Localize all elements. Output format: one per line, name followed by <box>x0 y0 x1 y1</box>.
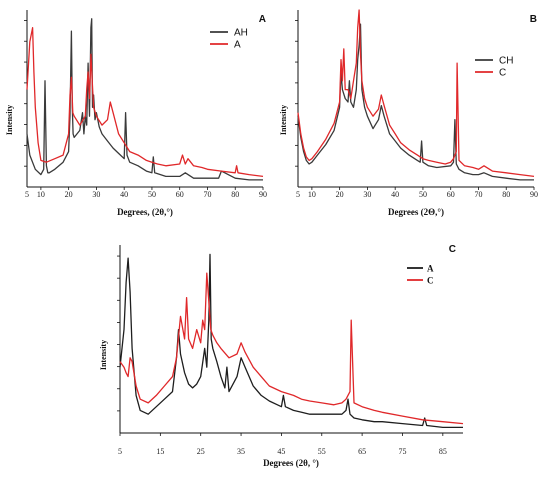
series-line-ch <box>297 23 534 181</box>
panel-b: 10 20 30 40 50 60 70 80 90 5 CHC B Degrees (2Θ,°) Int… <box>279 9 538 217</box>
x-tick-label: 30 <box>363 190 371 199</box>
legend-label: A <box>234 40 241 51</box>
x-tick-label: 50 <box>148 190 156 199</box>
legend-label: AH <box>234 28 248 39</box>
x-tick-label: 90 <box>530 190 538 199</box>
x-tick-label: 20 <box>65 190 73 199</box>
x-tick-label: 10 <box>308 190 316 199</box>
x-tick-label: 5 <box>296 190 300 199</box>
x-tick-label: 80 <box>502 190 510 199</box>
legend-label: A <box>427 264 434 274</box>
x-axis-title: Degrees (2θ, °) <box>263 458 319 468</box>
panel-label: C <box>449 244 456 255</box>
x-axis-title: Degrees (2Θ,°) <box>388 207 444 217</box>
series-line-a <box>119 253 463 429</box>
x-tick-label: 5 <box>118 447 122 456</box>
x-tick-label: 85 <box>439 447 447 456</box>
x-tick-label: 70 <box>474 190 482 199</box>
x-tick-label: 40 <box>120 190 128 199</box>
x-tick-label: 40 <box>391 190 399 199</box>
x-tick-label: 80 <box>231 190 239 199</box>
series-line-c <box>119 272 464 425</box>
y-axis-title: Intensity <box>279 105 288 135</box>
x-tick-label: 50 <box>419 190 427 199</box>
legend-label: C <box>427 276 434 286</box>
x-tick-label: 30 <box>92 190 100 199</box>
y-axis-title: Intensity <box>99 340 108 370</box>
x-tick-label: 75 <box>398 447 406 456</box>
series-line-a <box>26 27 264 178</box>
series-line-c <box>297 9 535 178</box>
y-axis-title: Intensity <box>5 105 14 135</box>
legend-label: C <box>499 68 506 79</box>
x-tick-label: 55 <box>318 447 326 456</box>
x-tick-label: 45 <box>277 447 285 456</box>
x-tick-label: 35 <box>237 447 245 456</box>
x-tick-label: 5 <box>25 190 29 199</box>
x-tick-label: 65 <box>358 447 366 456</box>
x-tick-label: 10 <box>37 190 45 199</box>
x-axis-title: Degrees, (2θ,°) <box>117 207 173 217</box>
x-tick-label: 20 <box>336 190 344 199</box>
panel-label: B <box>530 14 537 25</box>
legend-label: CH <box>499 56 513 67</box>
x-tick-label: 70 <box>203 190 211 199</box>
x-tick-label: 25 <box>197 447 205 456</box>
x-tick-label: 60 <box>447 190 455 199</box>
x-tick-label: 90 <box>259 190 267 199</box>
panel-label: A <box>259 14 266 25</box>
x-tick-label: 15 <box>156 447 164 456</box>
x-tick-label: 60 <box>176 190 184 199</box>
